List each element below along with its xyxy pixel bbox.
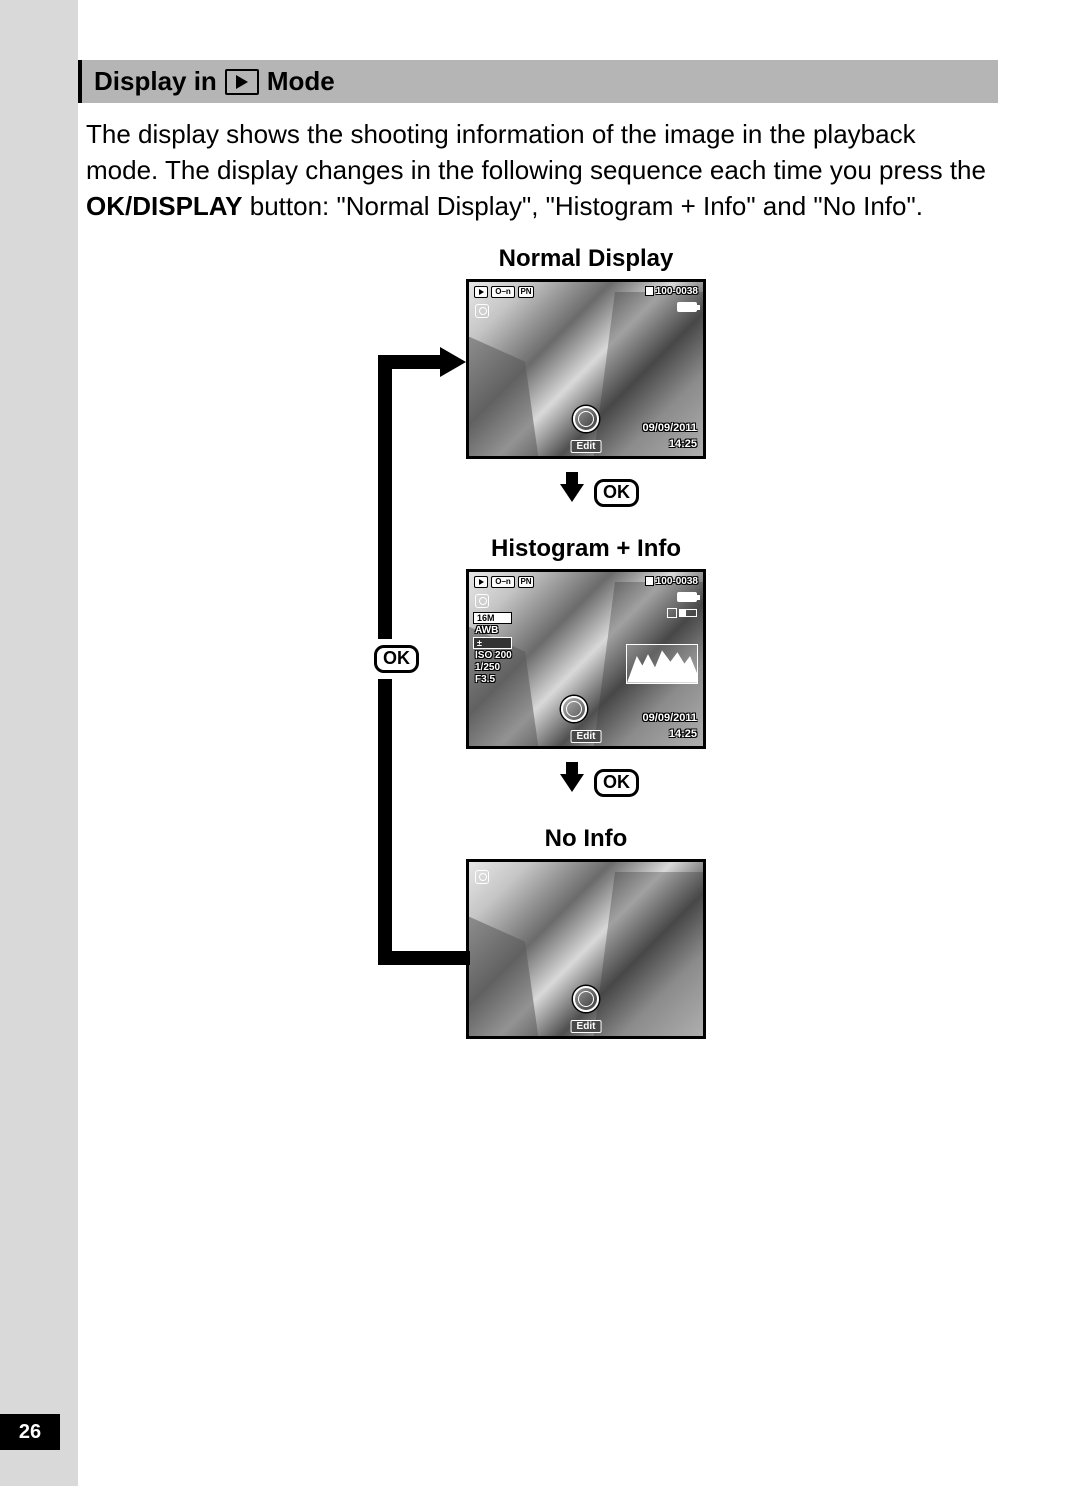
- time-text: 14:25: [669, 728, 697, 740]
- time-text: 14:25: [669, 438, 697, 450]
- icon-row: O–n PN: [474, 286, 534, 298]
- screen-histogram-info: O–n PN 100-0038 16M AWB ± ISO 200 1/250 …: [466, 569, 706, 749]
- pn-icon: PN: [518, 286, 534, 298]
- compass-icon: [573, 406, 599, 432]
- key-icon: O–n: [491, 576, 515, 588]
- file-number: 100-0038: [645, 286, 698, 297]
- key-icon: O–n: [491, 286, 515, 298]
- playback-icon: [474, 576, 488, 588]
- ok-badge-2: OK: [594, 769, 639, 797]
- face-detect-icon: [475, 304, 489, 318]
- label-no-info: No Info: [466, 825, 706, 853]
- icon-row: O–n PN: [474, 576, 534, 588]
- edit-label: Edit: [571, 730, 602, 743]
- edit-label: Edit: [571, 1020, 602, 1033]
- battery-icon: [677, 592, 697, 602]
- info-wb: AWB: [473, 625, 512, 636]
- body-paragraph: The display shows the shooting informati…: [78, 103, 998, 225]
- memory-icon: [667, 608, 697, 618]
- info-ev-icon: ±: [473, 637, 512, 649]
- info-stack: 16M AWB ± ISO 200 1/250 F3.5: [473, 612, 512, 685]
- playback-icon: [474, 286, 488, 298]
- battery-icon: [677, 302, 697, 312]
- loop-arrow-head-icon: [440, 347, 466, 377]
- info-shutter: 1/250: [473, 662, 512, 673]
- face-detect-icon: [475, 594, 489, 608]
- playback-mode-icon: [225, 69, 259, 95]
- face-detect-icon: [475, 870, 489, 884]
- label-normal-display: Normal Display: [466, 245, 706, 273]
- info-aperture: F3.5: [473, 674, 512, 685]
- section-header-post: Mode: [267, 66, 335, 97]
- page-content: Display in Mode The display shows the sh…: [78, 60, 998, 1205]
- pn-icon: PN: [518, 576, 534, 588]
- diagram-area: Normal Display Histogram + Info No Info …: [78, 245, 998, 1205]
- ok-display-label: OK/DISPLAY: [86, 191, 243, 221]
- sidebar-gutter: 26: [0, 0, 78, 1486]
- edit-label: Edit: [571, 440, 602, 453]
- section-header: Display in Mode: [78, 60, 998, 103]
- arrow-down-1: OK: [560, 479, 639, 507]
- arrow-down-2: OK: [560, 769, 639, 797]
- histogram-icon: [626, 644, 698, 684]
- label-histogram-info: Histogram + Info: [466, 535, 706, 563]
- body-text-2: button: "Normal Display", "Histogram + I…: [243, 191, 923, 221]
- loop-arrow-top: [378, 355, 444, 369]
- date-text: 09/09/2011: [643, 712, 697, 724]
- ok-badge-loop: OK: [374, 645, 419, 673]
- file-number: 100-0038: [645, 576, 698, 587]
- screen-normal-display: O–n PN 100-0038 09/09/2011 14:25 Edit: [466, 279, 706, 459]
- page-number: 26: [0, 1414, 60, 1450]
- info-size: 16M: [473, 612, 512, 624]
- section-header-pre: Display in: [94, 66, 217, 97]
- ok-badge-1: OK: [594, 479, 639, 507]
- date-text: 09/09/2011: [643, 422, 697, 434]
- body-text-1: The display shows the shooting informati…: [86, 119, 986, 185]
- loop-arrow-bottom: [378, 951, 470, 965]
- ok-badge-loop-wrap: OK: [374, 639, 419, 679]
- compass-icon: [573, 986, 599, 1012]
- info-iso: ISO 200: [473, 650, 512, 661]
- compass-icon: [561, 696, 587, 722]
- screen-no-info: Edit: [466, 859, 706, 1039]
